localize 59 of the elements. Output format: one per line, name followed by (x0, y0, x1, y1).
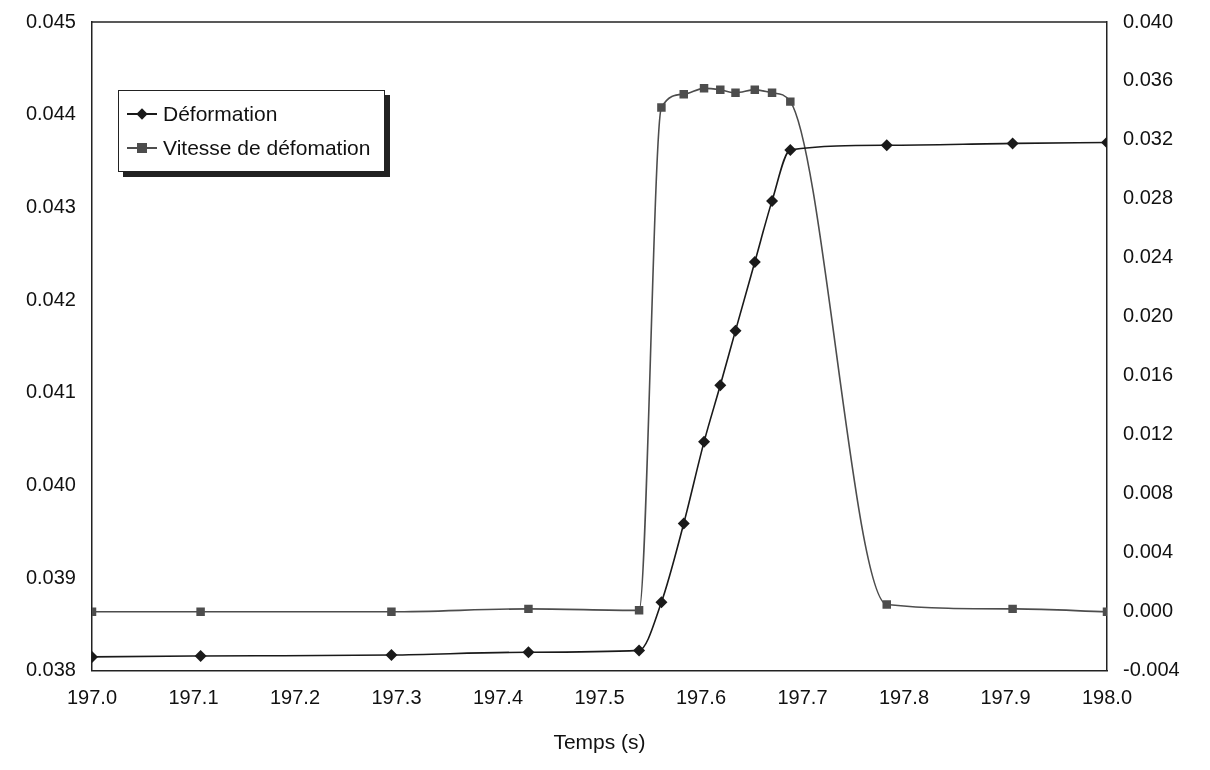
x-axis-title: Temps (s) (553, 730, 646, 754)
y-tick-label: 0.043 (25, 194, 76, 217)
x-tick-label: 197.8 (878, 686, 930, 709)
x-tick-label: 197.5 (574, 686, 625, 709)
point (524, 604, 533, 614)
point (634, 606, 644, 615)
point (698, 435, 711, 448)
legend-label: Déformation (163, 102, 278, 126)
x-tick-label: 197.3 (371, 686, 422, 709)
y2-tick-label: 0.016 (1123, 363, 1174, 386)
point (657, 103, 666, 112)
point (880, 139, 893, 152)
point (655, 596, 668, 609)
y2-tick-label: 0.040 (1123, 9, 1174, 32)
x-tick-label: 197.1 (168, 686, 219, 709)
x-tick-label: 198.0 (1081, 686, 1133, 709)
y-tick-label: 0.042 (25, 287, 76, 310)
y-tick-label: 0.039 (25, 565, 76, 588)
point (786, 97, 795, 106)
y2-tick-label: 0.028 (1123, 186, 1174, 209)
x-tick-label: 197.2 (269, 686, 321, 709)
y-tick-label: 0.038 (25, 658, 76, 681)
point (729, 324, 742, 337)
y2-tick-label: 0.008 (1123, 481, 1174, 504)
y2-tick-label: -0.004 (1123, 658, 1180, 681)
point (194, 649, 207, 662)
point (882, 600, 891, 609)
y-tick-label: 0.040 (25, 472, 76, 495)
point (522, 646, 535, 659)
x-tick-label: 197.6 (675, 686, 727, 709)
y-tick-label: 0.044 (25, 102, 76, 125)
x-tick-label: 197.9 (980, 686, 1031, 709)
point (196, 607, 205, 617)
point (1008, 604, 1017, 614)
y2-tick-label: 0.012 (1123, 422, 1174, 445)
y2-tick-label: 0.020 (1123, 304, 1174, 327)
x-tick-label: 197.4 (472, 686, 524, 709)
point (677, 517, 690, 530)
y-tick-label: 0.041 (25, 380, 76, 403)
point (716, 85, 725, 95)
y2-tick-label: 0.004 (1123, 540, 1174, 563)
point (385, 649, 398, 662)
y2-tick-label: 0.036 (1123, 68, 1174, 91)
point (714, 379, 727, 392)
y2-tick-label: 0.024 (1123, 245, 1174, 268)
point (387, 607, 396, 617)
point (731, 88, 740, 98)
y2-tick-label: 0.032 (1123, 127, 1174, 150)
point (784, 143, 797, 156)
y-tick-label: 0.045 (25, 9, 76, 32)
x-tick-label: 197.7 (777, 686, 828, 709)
point (748, 256, 761, 269)
point (766, 194, 779, 207)
legend-label: Vitesse de défomation (163, 136, 371, 160)
point (1006, 137, 1019, 150)
y2-tick-label: 0.000 (1123, 599, 1174, 622)
point (699, 84, 709, 93)
point (633, 644, 646, 657)
x-tick-label: 197.0 (66, 686, 118, 709)
